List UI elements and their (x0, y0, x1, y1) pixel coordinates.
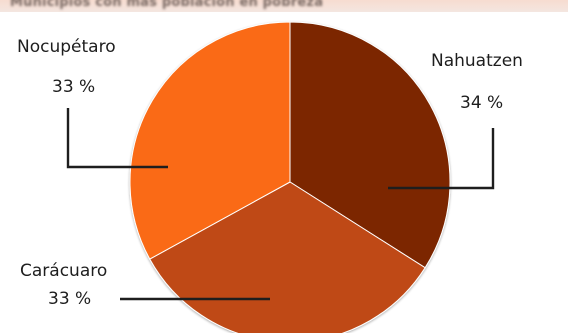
pie-slice-nocupetaro (129, 21, 291, 260)
leader-line-nocupetaro (66, 108, 168, 169)
slice-value-caracuaro: 33 % (48, 289, 91, 309)
banner-text: Municipios con más población en pobreza (10, 0, 324, 9)
slice-value-nocupetaro: 33 % (52, 77, 95, 97)
label-group-caracuaro: Carácuaro 33 % (20, 261, 270, 309)
pie-slices (129, 21, 451, 333)
slice-label-nocupetaro: Nocupétaro (17, 37, 116, 57)
label-group-nocupetaro: Nocupétaro 33 % (17, 37, 168, 169)
label-group-nahuatzen: Nahuatzen 34 % (388, 51, 523, 190)
slice-value-nahuatzen: 34 % (460, 93, 503, 113)
chart-banner: Municipios con más población en pobreza (0, 0, 568, 12)
slice-label-nahuatzen: Nahuatzen (431, 51, 523, 71)
pie-slice-caracuaro (149, 181, 426, 333)
slice-label-caracuaro: Carácuaro (20, 261, 107, 281)
pie-slice-nahuatzen (289, 21, 451, 269)
leader-line-nahuatzen (388, 128, 495, 190)
